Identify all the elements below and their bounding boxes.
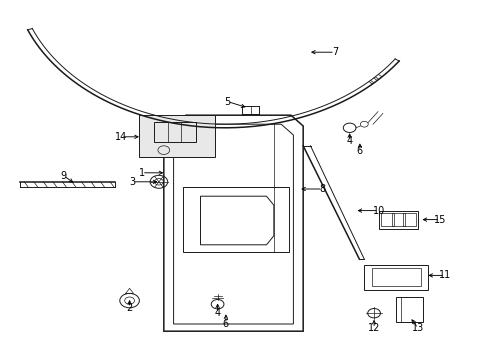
Text: 9: 9 xyxy=(61,171,66,181)
Text: 6: 6 xyxy=(356,146,362,156)
Text: 3: 3 xyxy=(129,177,135,187)
Text: 11: 11 xyxy=(438,270,450,280)
Text: 4: 4 xyxy=(346,136,352,146)
Text: 6: 6 xyxy=(223,319,228,329)
Bar xyxy=(154,122,195,142)
Text: 5: 5 xyxy=(224,96,230,107)
Bar xyxy=(381,213,393,226)
Bar xyxy=(403,213,415,226)
Text: 14: 14 xyxy=(115,132,127,142)
Bar xyxy=(371,268,420,286)
Text: 12: 12 xyxy=(367,323,380,333)
Text: 4: 4 xyxy=(214,308,220,318)
Text: 13: 13 xyxy=(411,323,424,333)
Bar xyxy=(391,213,404,226)
Text: 15: 15 xyxy=(433,215,446,225)
Text: 1: 1 xyxy=(139,168,144,178)
Text: 10: 10 xyxy=(372,206,385,216)
Bar xyxy=(378,211,417,229)
Bar xyxy=(364,265,427,290)
Bar xyxy=(395,297,422,322)
Text: 7: 7 xyxy=(331,47,337,57)
Bar xyxy=(139,115,215,157)
Text: 8: 8 xyxy=(319,184,325,194)
Bar xyxy=(183,187,288,252)
Text: 2: 2 xyxy=(126,303,132,313)
